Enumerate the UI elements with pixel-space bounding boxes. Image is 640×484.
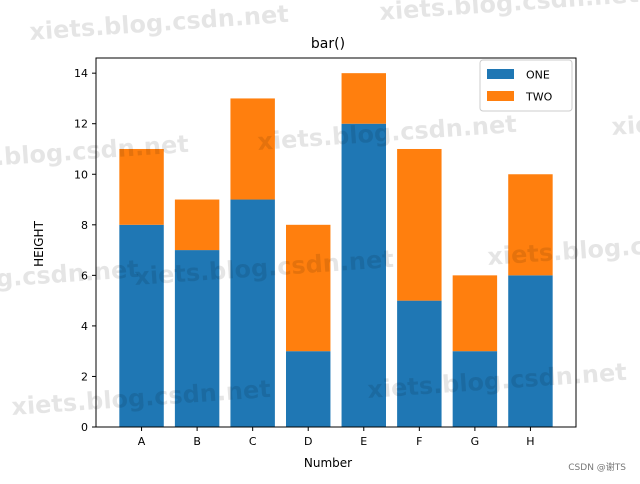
bar-two-g [452,275,498,352]
legend-swatch-two [487,91,514,101]
x-tick-label: E [360,435,367,448]
y-tick-label: 0 [81,421,88,434]
x-ticks: A B C D E F G H [138,427,535,448]
y-ticks: 0 2 4 6 8 10 12 14 [74,67,96,434]
y-tick-label: 14 [74,67,88,80]
legend-label-one: ONE [526,69,550,82]
bar-two-h [508,174,553,276]
plot-frame [95,57,577,428]
x-tick-label: H [526,435,534,448]
watermark-text: xiets.blog.csdn.net [28,0,289,46]
y-axis-label: HEIGHT [32,220,46,266]
bar-one-d [286,351,331,427]
y-tick-label: 10 [74,168,88,181]
x-tick-label: F [416,435,422,448]
chart-title: bar() [311,36,345,52]
watermark-text: xiets.blog.csdn.net [378,0,639,26]
x-tick-label: A [138,435,146,448]
x-tick-label: C [249,435,257,448]
x-axis-label: Number [304,456,352,470]
legend-label-two: TWO [525,91,553,104]
bar-one-a [119,224,164,427]
legend-swatch-one [487,69,514,79]
bar-two-a [119,148,164,225]
y-tick-label: 4 [81,320,88,333]
bar-two-e [341,73,386,124]
legend: ONE TWO [479,59,573,112]
y-tick-label: 2 [81,370,88,383]
y-tick-label: 12 [74,118,88,131]
bar-one-g [452,351,498,427]
y-tick-label: 6 [81,269,88,282]
bars-layer [119,73,553,427]
axes-layer [95,57,577,428]
bar-two-f [397,148,442,301]
bar-two-b [174,199,220,251]
y-tick-label: 8 [81,219,88,232]
source-credit: CSDN @谢TS [568,461,626,473]
watermark-text: xiets.blog.csdn.net [610,95,640,141]
bar-two-d [286,224,331,352]
bar-two-c [230,98,275,200]
bar-one-e [341,123,386,427]
x-tick-label: B [193,435,201,448]
bar-one-f [397,300,442,427]
bar-one-h [508,275,553,427]
x-tick-label: D [304,435,312,448]
bar-one-b [174,250,220,427]
watermark-text: xiets.blog.csdn.net [0,255,140,301]
bar-one-c [230,199,275,427]
x-tick-label: G [471,435,480,448]
watermark-text: xiets.blog.csdn.net [256,110,517,156]
